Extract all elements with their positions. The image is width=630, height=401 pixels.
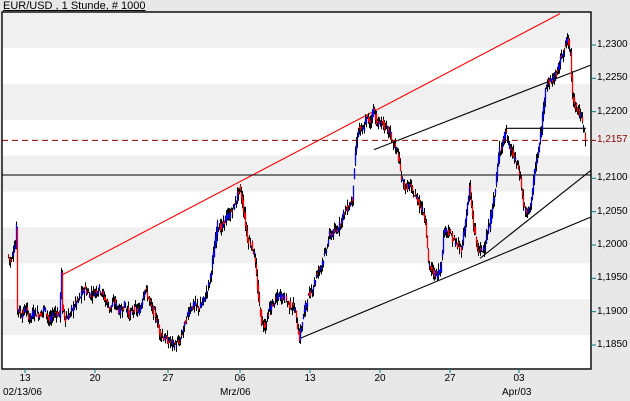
current-price-label: 1,2157 xyxy=(597,134,628,146)
band-gray xyxy=(2,83,591,120)
x-axis-label: 20 xyxy=(89,373,101,384)
y-axis-label: 1,1950 xyxy=(597,272,628,284)
y-axis-label: 1,2250 xyxy=(597,72,628,84)
y-axis-label: 1,1900 xyxy=(597,305,628,317)
y-axis-label: 1,2300 xyxy=(597,39,628,50)
x-axis-ticks xyxy=(24,369,520,373)
band-gray xyxy=(2,12,591,48)
x-axis-label: 13 xyxy=(304,373,316,384)
y-axis-label: 1,1850 xyxy=(597,339,628,350)
x-axis-month-label: Apr/03 xyxy=(502,387,532,398)
x-axis-label: 27 xyxy=(444,373,456,384)
upper-red-resistance-line xyxy=(61,13,561,276)
x-axis-label: 20 xyxy=(374,373,386,384)
y-axis-label: 1,2200 xyxy=(597,105,628,117)
y-axis-label: 1,2000 xyxy=(597,239,628,250)
support-long-line xyxy=(299,216,592,339)
background-bands xyxy=(2,12,591,369)
y-axis-label: 1,2100 xyxy=(597,172,628,184)
band-gray xyxy=(2,227,591,264)
y-axis-label: 1,2050 xyxy=(597,205,628,217)
x-axis-month-label: 02/13/06 xyxy=(3,387,42,398)
x-axis-label: 06 xyxy=(234,373,246,384)
chart-frame xyxy=(1,11,592,370)
band-gray xyxy=(2,155,591,192)
x-axis-month-label: Mrz/06 xyxy=(220,387,251,398)
x-axis-label: 27 xyxy=(162,373,174,384)
price-bars xyxy=(7,33,587,352)
support-steep-line xyxy=(479,169,592,259)
y-axis-ticks xyxy=(591,44,596,346)
chart-title: EUR/USD , 1 Stunde, # 1000 xyxy=(3,0,146,12)
x-axis-label: 13 xyxy=(19,373,31,384)
x-axis-label: 03 xyxy=(513,373,525,384)
